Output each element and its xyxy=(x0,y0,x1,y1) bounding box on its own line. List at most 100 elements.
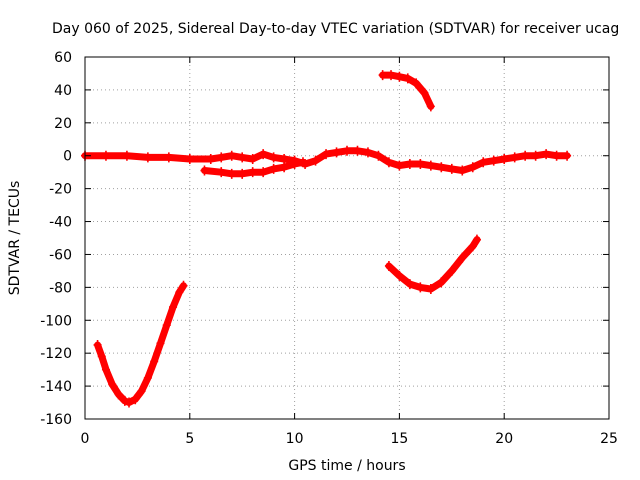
data-point xyxy=(447,265,456,276)
data-point xyxy=(97,351,106,362)
data-point xyxy=(437,162,446,173)
data-point xyxy=(122,150,131,161)
series-arc-deep xyxy=(93,280,188,408)
data-point xyxy=(108,379,117,390)
x-tick-label: 25 xyxy=(600,431,618,447)
data-point xyxy=(384,157,393,168)
data-point xyxy=(437,277,446,288)
series-trace xyxy=(379,71,435,110)
x-tick-label: 15 xyxy=(390,431,408,447)
data-point xyxy=(169,302,178,313)
data-layer xyxy=(81,70,572,408)
x-tick-label: 10 xyxy=(286,431,304,447)
data-point xyxy=(387,70,396,81)
data-point xyxy=(206,154,215,165)
y-tick-label: -40 xyxy=(49,215,72,231)
data-point xyxy=(542,149,551,160)
data-point xyxy=(468,241,477,252)
data-point xyxy=(395,270,404,281)
data-point xyxy=(332,147,341,158)
series-arc-main-near-zero xyxy=(81,145,572,176)
data-point xyxy=(185,154,194,165)
data-point xyxy=(164,152,173,163)
data-point xyxy=(458,252,467,263)
data-point xyxy=(290,158,299,169)
data-point xyxy=(426,101,435,112)
data-point xyxy=(447,163,456,174)
data-point xyxy=(200,165,209,176)
data-point xyxy=(479,157,488,168)
data-point xyxy=(521,150,530,161)
y-tick-label: 40 xyxy=(54,83,72,99)
tick-layer: 0 5 10 15 20 25 -160 -140 -120 -100 -80 -60 -40 -20 0 2… xyxy=(40,50,618,447)
data-point xyxy=(426,160,435,171)
data-point xyxy=(311,155,320,166)
data-point xyxy=(510,152,519,163)
data-point xyxy=(405,279,414,290)
data-point xyxy=(101,364,110,375)
data-point xyxy=(179,280,188,291)
data-point xyxy=(472,234,481,245)
series-arc-high xyxy=(378,70,435,112)
series-arc-mid-low xyxy=(384,234,481,295)
y-tick-label: -60 xyxy=(49,247,72,263)
y-axis-label: SDTVAR / TECUs xyxy=(7,181,23,296)
data-point xyxy=(395,71,404,82)
data-point xyxy=(259,149,268,160)
data-point xyxy=(162,320,171,331)
data-point xyxy=(416,158,425,169)
data-point xyxy=(248,167,257,178)
data-point xyxy=(412,78,421,89)
data-point xyxy=(378,70,387,81)
grid-layer xyxy=(85,57,609,419)
data-point xyxy=(125,397,134,408)
y-tick-label: -20 xyxy=(49,182,72,198)
y-tick-label: 0 xyxy=(63,149,72,165)
data-point xyxy=(405,158,414,169)
data-point xyxy=(259,167,268,178)
data-point xyxy=(248,154,257,165)
y-tick-label: 60 xyxy=(54,50,72,66)
data-point xyxy=(280,162,289,173)
y-tick-label: -100 xyxy=(40,313,72,329)
data-point xyxy=(363,147,372,158)
data-point xyxy=(426,284,435,295)
x-tick-label: 20 xyxy=(495,431,513,447)
data-point xyxy=(114,389,123,400)
data-point xyxy=(343,145,351,156)
y-tick-label: -120 xyxy=(40,346,72,362)
data-point xyxy=(101,150,110,161)
data-point xyxy=(374,150,383,161)
data-point xyxy=(395,160,404,171)
data-point xyxy=(269,163,278,174)
data-point xyxy=(227,168,236,179)
data-point xyxy=(238,152,247,163)
data-point xyxy=(420,88,429,99)
data-point xyxy=(131,394,140,405)
data-point xyxy=(93,339,102,350)
chart-title: Day 060 of 2025, Sidereal Day-to-day VTE… xyxy=(52,21,619,37)
series-arc-lower-band xyxy=(200,157,307,179)
data-point xyxy=(468,162,477,173)
data-point xyxy=(137,386,146,397)
data-point xyxy=(552,150,561,161)
data-point xyxy=(384,260,393,271)
data-point xyxy=(403,73,412,84)
data-point xyxy=(531,150,540,161)
data-point xyxy=(298,157,307,168)
x-tick-label: 0 xyxy=(81,431,90,447)
data-point xyxy=(353,145,362,156)
y-tick-label: 20 xyxy=(54,116,72,132)
data-point xyxy=(156,338,165,349)
y-tick-label: -140 xyxy=(40,379,72,395)
data-point xyxy=(500,154,509,165)
y-tick-label: -160 xyxy=(40,412,72,428)
x-tick-label: 5 xyxy=(185,431,194,447)
data-point xyxy=(322,149,331,160)
series-trace xyxy=(94,282,187,406)
plot-frame xyxy=(84,56,610,420)
y-tick-label: -80 xyxy=(49,280,72,296)
data-point xyxy=(175,287,184,298)
data-point xyxy=(269,152,278,163)
